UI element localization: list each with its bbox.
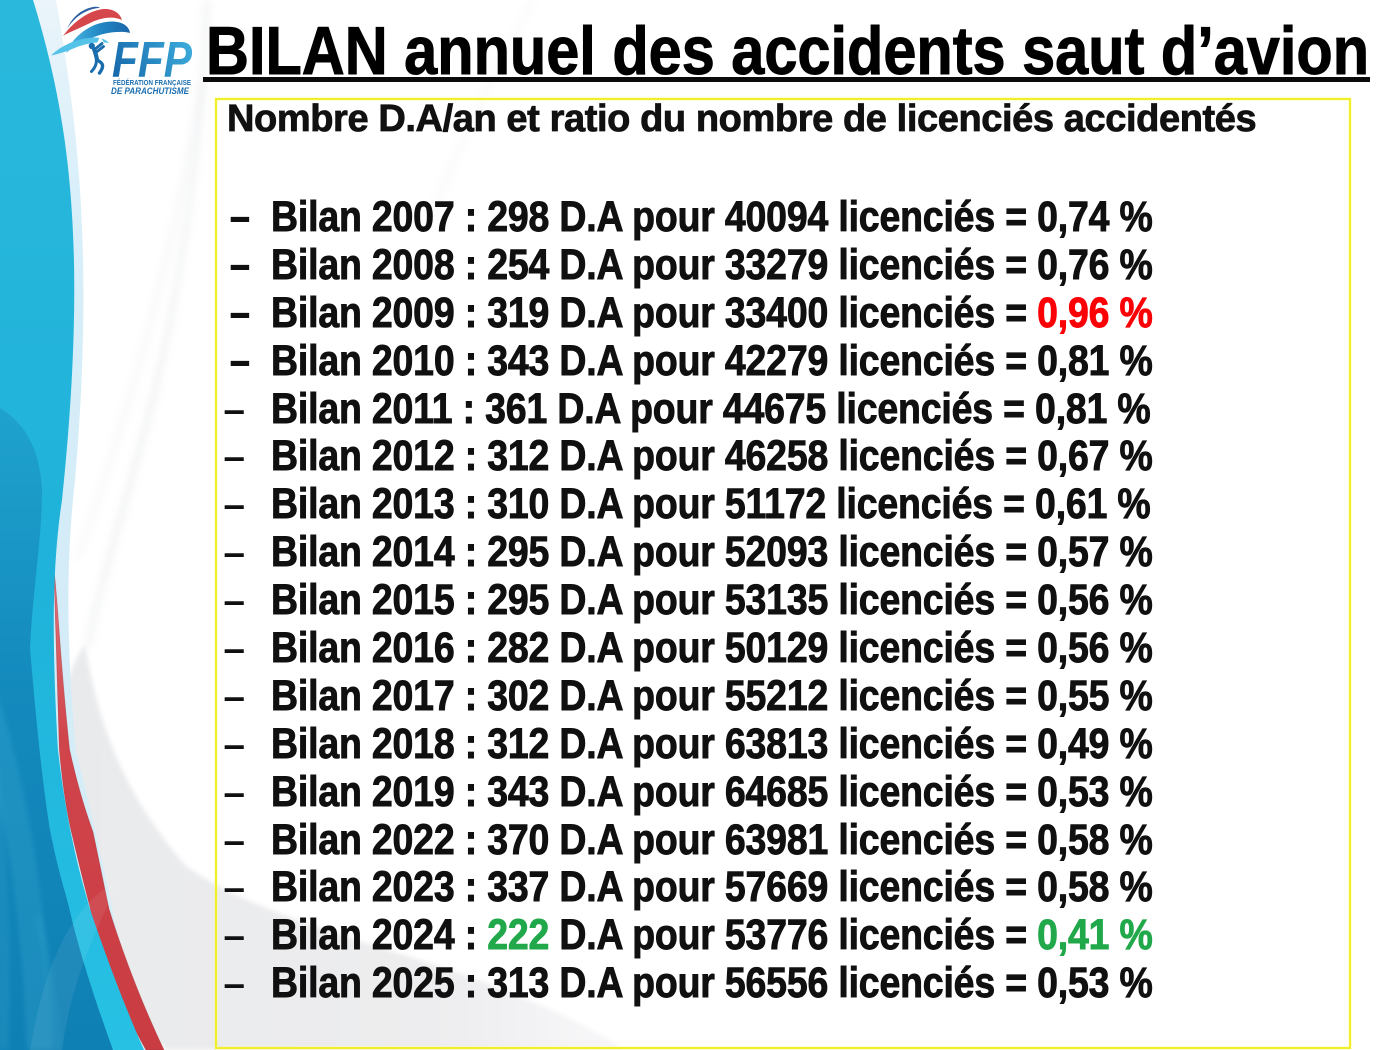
- svg-text:DE PARACHUTISME: DE PARACHUTISME: [111, 86, 189, 97]
- svg-text:FFP: FFP: [112, 32, 193, 88]
- svg-text:FÉDÉRATION FRANÇAISE: FÉDÉRATION FRANÇAISE: [113, 78, 191, 87]
